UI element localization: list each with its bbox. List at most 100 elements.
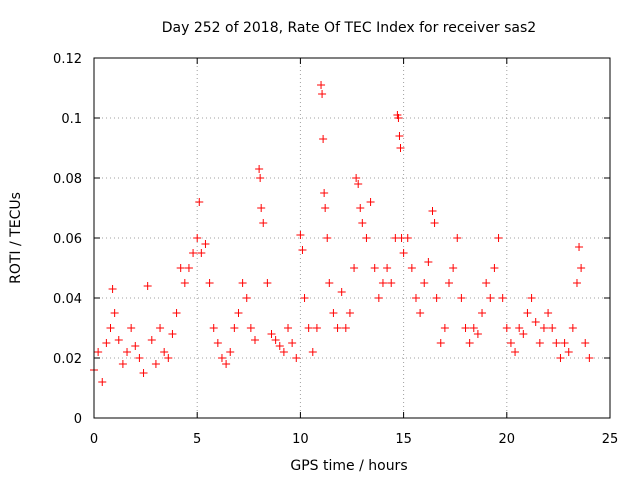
data-point	[242, 294, 251, 302]
data-point	[288, 339, 297, 347]
data-point	[201, 240, 210, 248]
data-point	[478, 309, 487, 317]
x-tick-label: 25	[602, 432, 619, 447]
data-point	[424, 258, 433, 266]
data-point	[531, 318, 540, 326]
data-point	[156, 324, 165, 332]
data-point	[486, 294, 495, 302]
data-point	[226, 348, 235, 356]
data-point	[581, 339, 590, 347]
data-point	[457, 294, 466, 302]
data-point	[560, 339, 569, 347]
data-point	[151, 360, 160, 368]
data-point	[378, 279, 387, 287]
data-point	[552, 339, 561, 347]
data-point	[440, 324, 449, 332]
y-tick-label: 0.08	[53, 172, 82, 187]
data-point	[329, 309, 338, 317]
data-point	[539, 324, 548, 332]
data-point	[176, 264, 185, 272]
data-point	[131, 342, 140, 350]
data-point	[325, 279, 334, 287]
data-point	[323, 234, 332, 242]
plot-frame	[93, 57, 611, 419]
data-point	[449, 264, 458, 272]
data-point	[106, 324, 115, 332]
data-point	[370, 264, 379, 272]
data-point	[394, 114, 403, 122]
data-point	[333, 324, 342, 332]
data-point	[102, 339, 111, 347]
data-point	[284, 324, 293, 332]
data-point	[319, 135, 328, 143]
data-point	[345, 309, 354, 317]
data-point	[250, 336, 259, 344]
data-point	[246, 324, 255, 332]
data-point	[350, 264, 359, 272]
data-point	[321, 204, 330, 212]
data-point	[108, 285, 117, 293]
data-point	[527, 294, 536, 302]
data-point	[572, 279, 581, 287]
data-point	[318, 90, 327, 98]
grid-lines	[94, 58, 610, 418]
data-point	[548, 324, 557, 332]
data-point	[320, 189, 329, 197]
data-point	[396, 144, 405, 152]
data-point	[197, 249, 206, 257]
data-point	[519, 330, 528, 338]
data-point	[511, 348, 520, 356]
data-point	[482, 279, 491, 287]
data-point	[362, 234, 371, 242]
data-point	[164, 354, 173, 362]
y-tick-label: 0.06	[53, 232, 82, 247]
data-point	[494, 234, 503, 242]
data-point	[498, 294, 507, 302]
data-point	[544, 309, 553, 317]
data-point	[168, 330, 177, 338]
data-point	[502, 324, 511, 332]
data-point	[564, 348, 573, 356]
data-point	[195, 198, 204, 206]
data-point	[256, 174, 265, 182]
data-point	[180, 279, 189, 287]
data-point	[461, 324, 470, 332]
data-point	[118, 360, 127, 368]
data-point	[189, 249, 198, 257]
data-point	[387, 279, 396, 287]
data-point	[366, 198, 375, 206]
data-point	[184, 264, 193, 272]
x-tick-label: 15	[395, 432, 412, 447]
data-point	[490, 264, 499, 272]
data-point	[416, 309, 425, 317]
data-point	[292, 354, 301, 362]
data-point	[568, 324, 577, 332]
data-point	[143, 282, 152, 290]
data-point	[420, 279, 429, 287]
x-tick-label: 10	[292, 432, 309, 447]
x-tick-label: 0	[90, 432, 98, 447]
data-point	[403, 234, 412, 242]
data-point	[209, 324, 218, 332]
data-point	[267, 330, 276, 338]
data-point	[213, 339, 222, 347]
data-point	[411, 294, 420, 302]
data-point	[234, 309, 243, 317]
data-point	[453, 234, 462, 242]
data-point	[341, 324, 350, 332]
data-points	[90, 81, 594, 386]
data-point	[585, 354, 594, 362]
data-point	[506, 339, 515, 347]
y-axis-label: ROTI / TECUs	[8, 192, 24, 284]
data-point	[317, 81, 326, 89]
data-point	[296, 231, 305, 239]
y-tick-label: 0.04	[53, 292, 82, 307]
data-point	[123, 348, 132, 356]
data-point	[430, 219, 439, 227]
data-point	[139, 369, 148, 377]
data-point	[358, 219, 367, 227]
data-point	[383, 264, 392, 272]
x-tick-label: 5	[193, 432, 201, 447]
data-point	[312, 324, 321, 332]
